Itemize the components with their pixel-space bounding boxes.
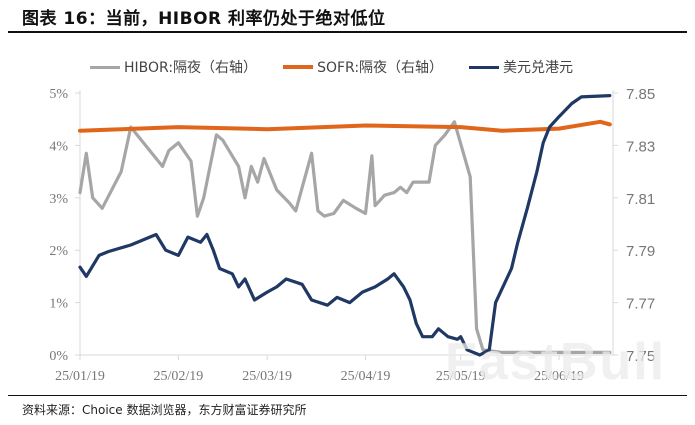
y-right-tick-label: 7.79	[626, 243, 655, 260]
y-left-tick-label: 2%	[49, 244, 68, 259]
x-tick-label: 25/03/19	[242, 369, 292, 384]
x-tick-label: 25/04/19	[341, 369, 391, 384]
y-right-tick-label: 7.75	[626, 348, 655, 365]
series-line-sofr	[78, 119, 612, 133]
legend-item-hibor: HIBOR:隔夜（右轴）	[90, 57, 257, 77]
chart-title: 图表 16：当前，HIBOR 利率仍处于绝对低位	[22, 9, 386, 29]
y-left-tick-label: 3%	[49, 192, 68, 207]
y-right-tick-label: 7.81	[626, 191, 655, 208]
footer-rule	[8, 395, 687, 396]
x-tick-label: 25/02/19	[153, 369, 203, 384]
legend-item-sofr: SOFR:隔夜（右轴）	[283, 57, 443, 77]
y-left-tick-label: 1%	[49, 297, 68, 312]
legend-label-sofr: SOFR:隔夜（右轴）	[317, 60, 444, 76]
y-right-tick-label: 7.85	[626, 86, 655, 103]
series-lines	[78, 93, 612, 357]
legend-swatch-sofr	[283, 65, 314, 69]
y-left-tick-label: 4%	[49, 139, 68, 154]
legend-swatch-usdhkd	[469, 65, 500, 69]
y-left-tick-label: 0%	[49, 349, 68, 364]
legend: HIBOR:隔夜（右轴） SOFR:隔夜（右轴） 美元兑港元	[90, 57, 573, 77]
legend-item-usdhkd: 美元兑港元	[469, 57, 573, 77]
x-tick-label: 25/05/19	[436, 369, 486, 384]
title-rule	[8, 31, 687, 33]
watermark: FastBull	[445, 333, 667, 391]
y-right-tick-label: 7.77	[626, 296, 655, 313]
series-line-hibor	[78, 120, 612, 354]
legend-swatch-hibor	[90, 65, 120, 69]
x-tick-label: 25/01/19	[55, 369, 105, 384]
x-tick-label: 25/06/19	[534, 369, 584, 384]
axis-labels: 0% 1% 2% 3% 4% 5% 7.75 7.77 7.79 7.81 7.83 7.85 25/0…	[49, 86, 655, 384]
y-right-tick-label: 7.83	[626, 138, 655, 155]
series-line-usdhkd	[78, 93, 612, 357]
source-note: 资料来源：Choice 数据浏览器，东方财富证券研究所	[22, 403, 307, 417]
legend-label-usdhkd: 美元兑港元	[503, 60, 574, 76]
axis-ticks	[75, 92, 618, 360]
y-left-tick-label: 5%	[49, 87, 68, 102]
legend-label-hibor: HIBOR:隔夜（右轴）	[124, 60, 258, 76]
